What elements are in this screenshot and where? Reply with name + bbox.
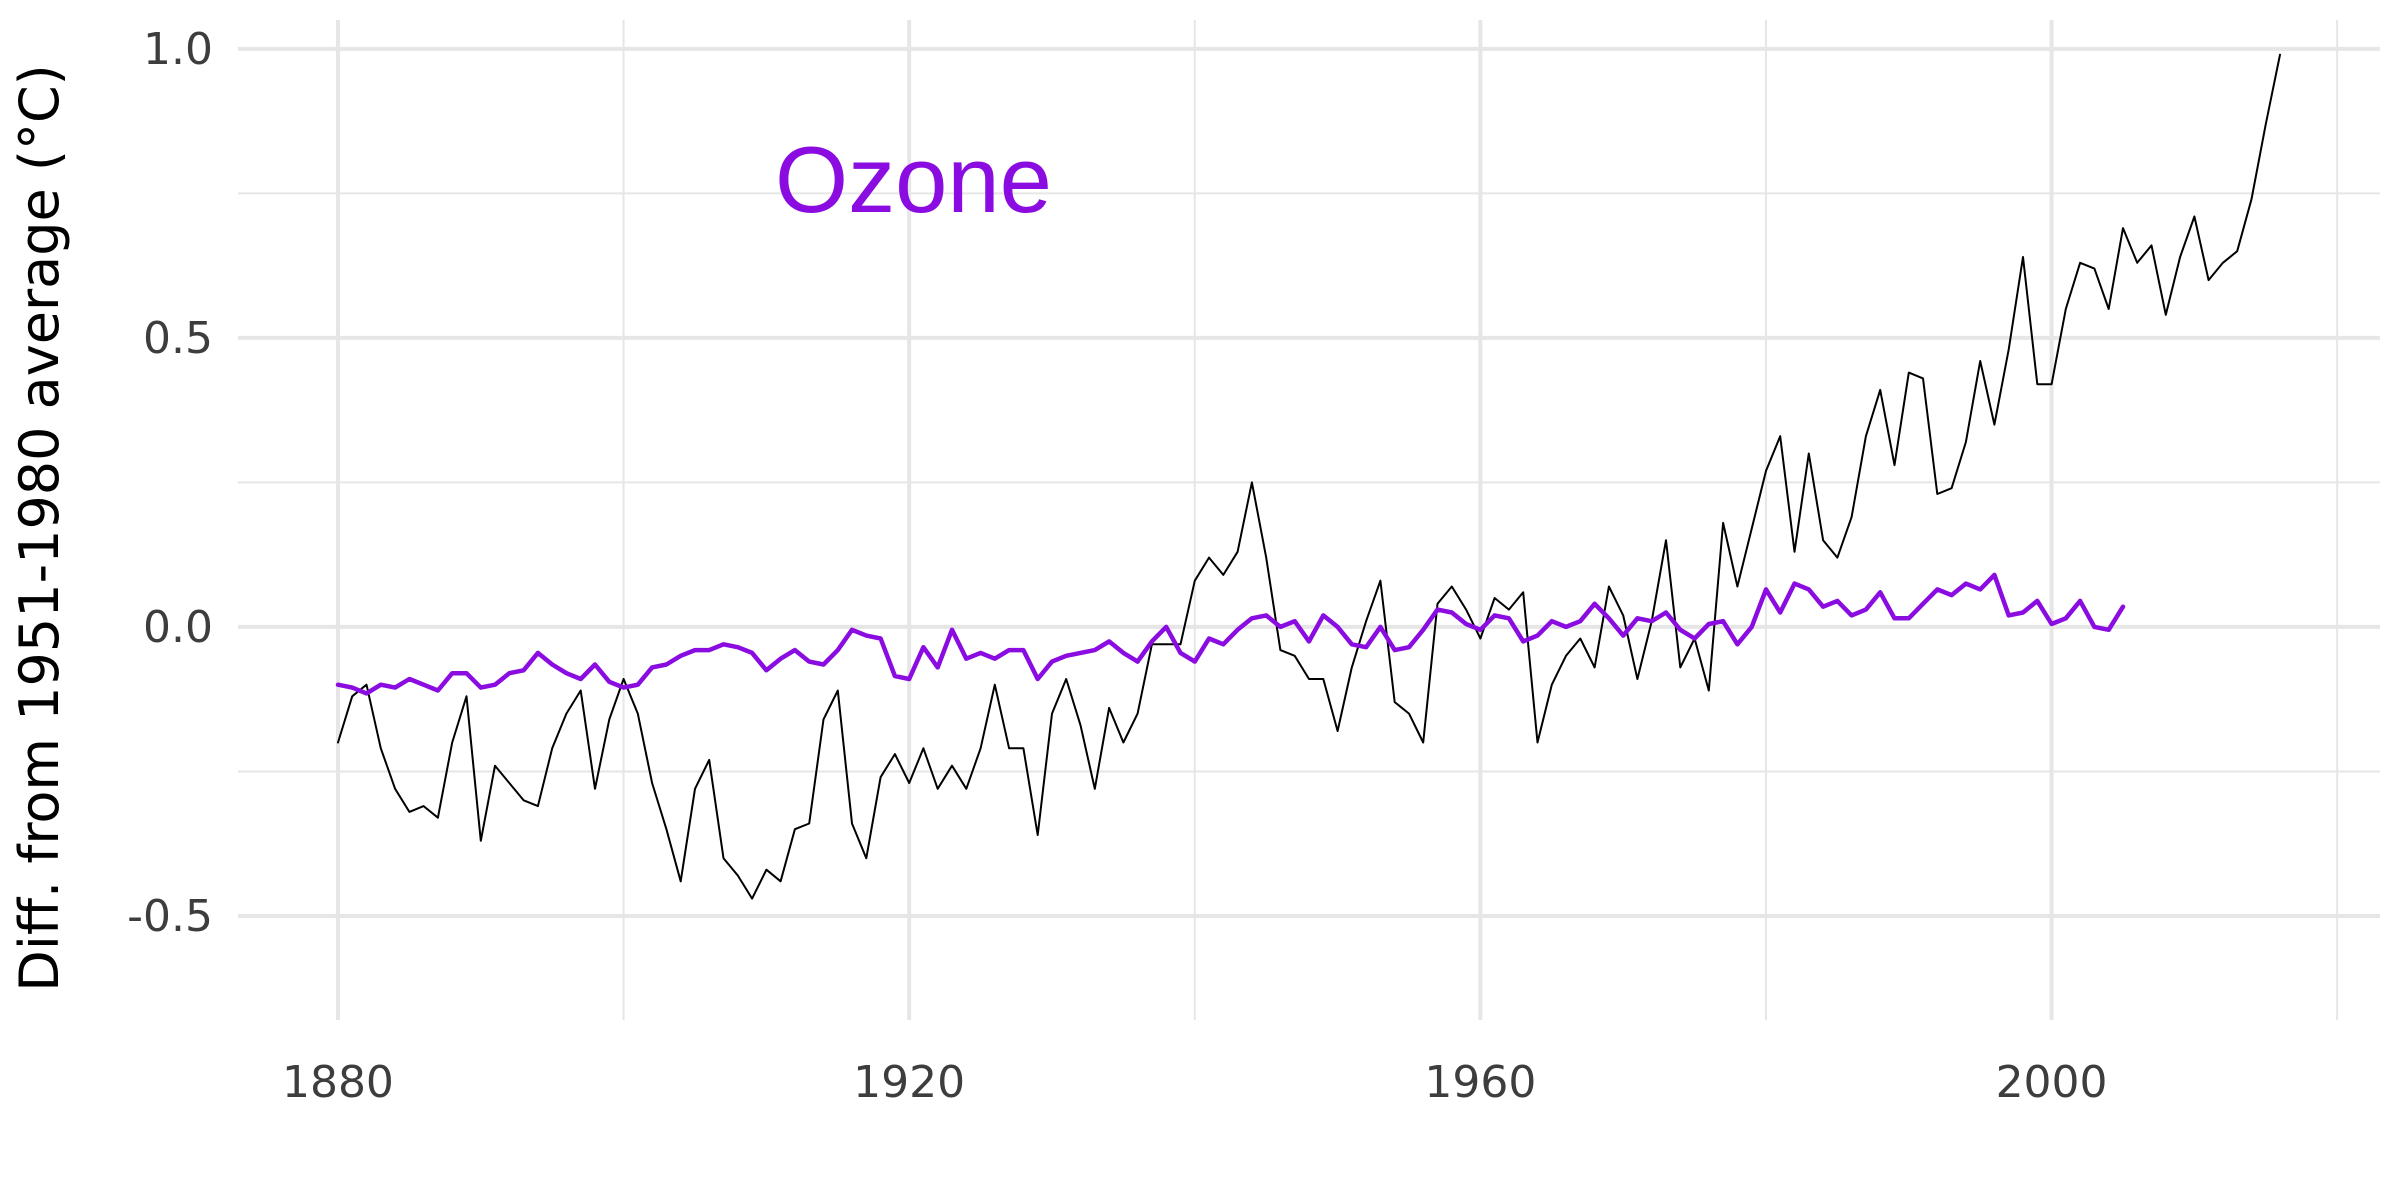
x-tick-label: 2000 (1996, 1057, 2108, 1108)
series-line-observed (337, 53, 2281, 900)
y-tick-label: -0.5 (127, 891, 213, 942)
x-tick-label: 1920 (853, 1057, 965, 1108)
y-tick-label: 0.5 (143, 313, 213, 364)
y-axis-tick-labels: -0.5 0.0 0.5 1.0 (127, 24, 213, 942)
grid-lines (238, 20, 2380, 1020)
x-tick-label: 1960 (1424, 1057, 1536, 1108)
series-annotation-label: Ozone (775, 127, 1052, 232)
series-line-ozone (335, 572, 2126, 696)
y-tick-label: 0.0 (143, 602, 213, 653)
series-lines (335, 53, 2281, 900)
y-tick-label: 1.0 (143, 24, 213, 75)
x-axis-tick-labels: 1880 1920 1960 2000 (282, 1057, 2108, 1108)
y-axis-title: Diff. from 1951-1980 average (°C) (8, 64, 71, 992)
x-tick-label: 1880 (282, 1057, 394, 1108)
